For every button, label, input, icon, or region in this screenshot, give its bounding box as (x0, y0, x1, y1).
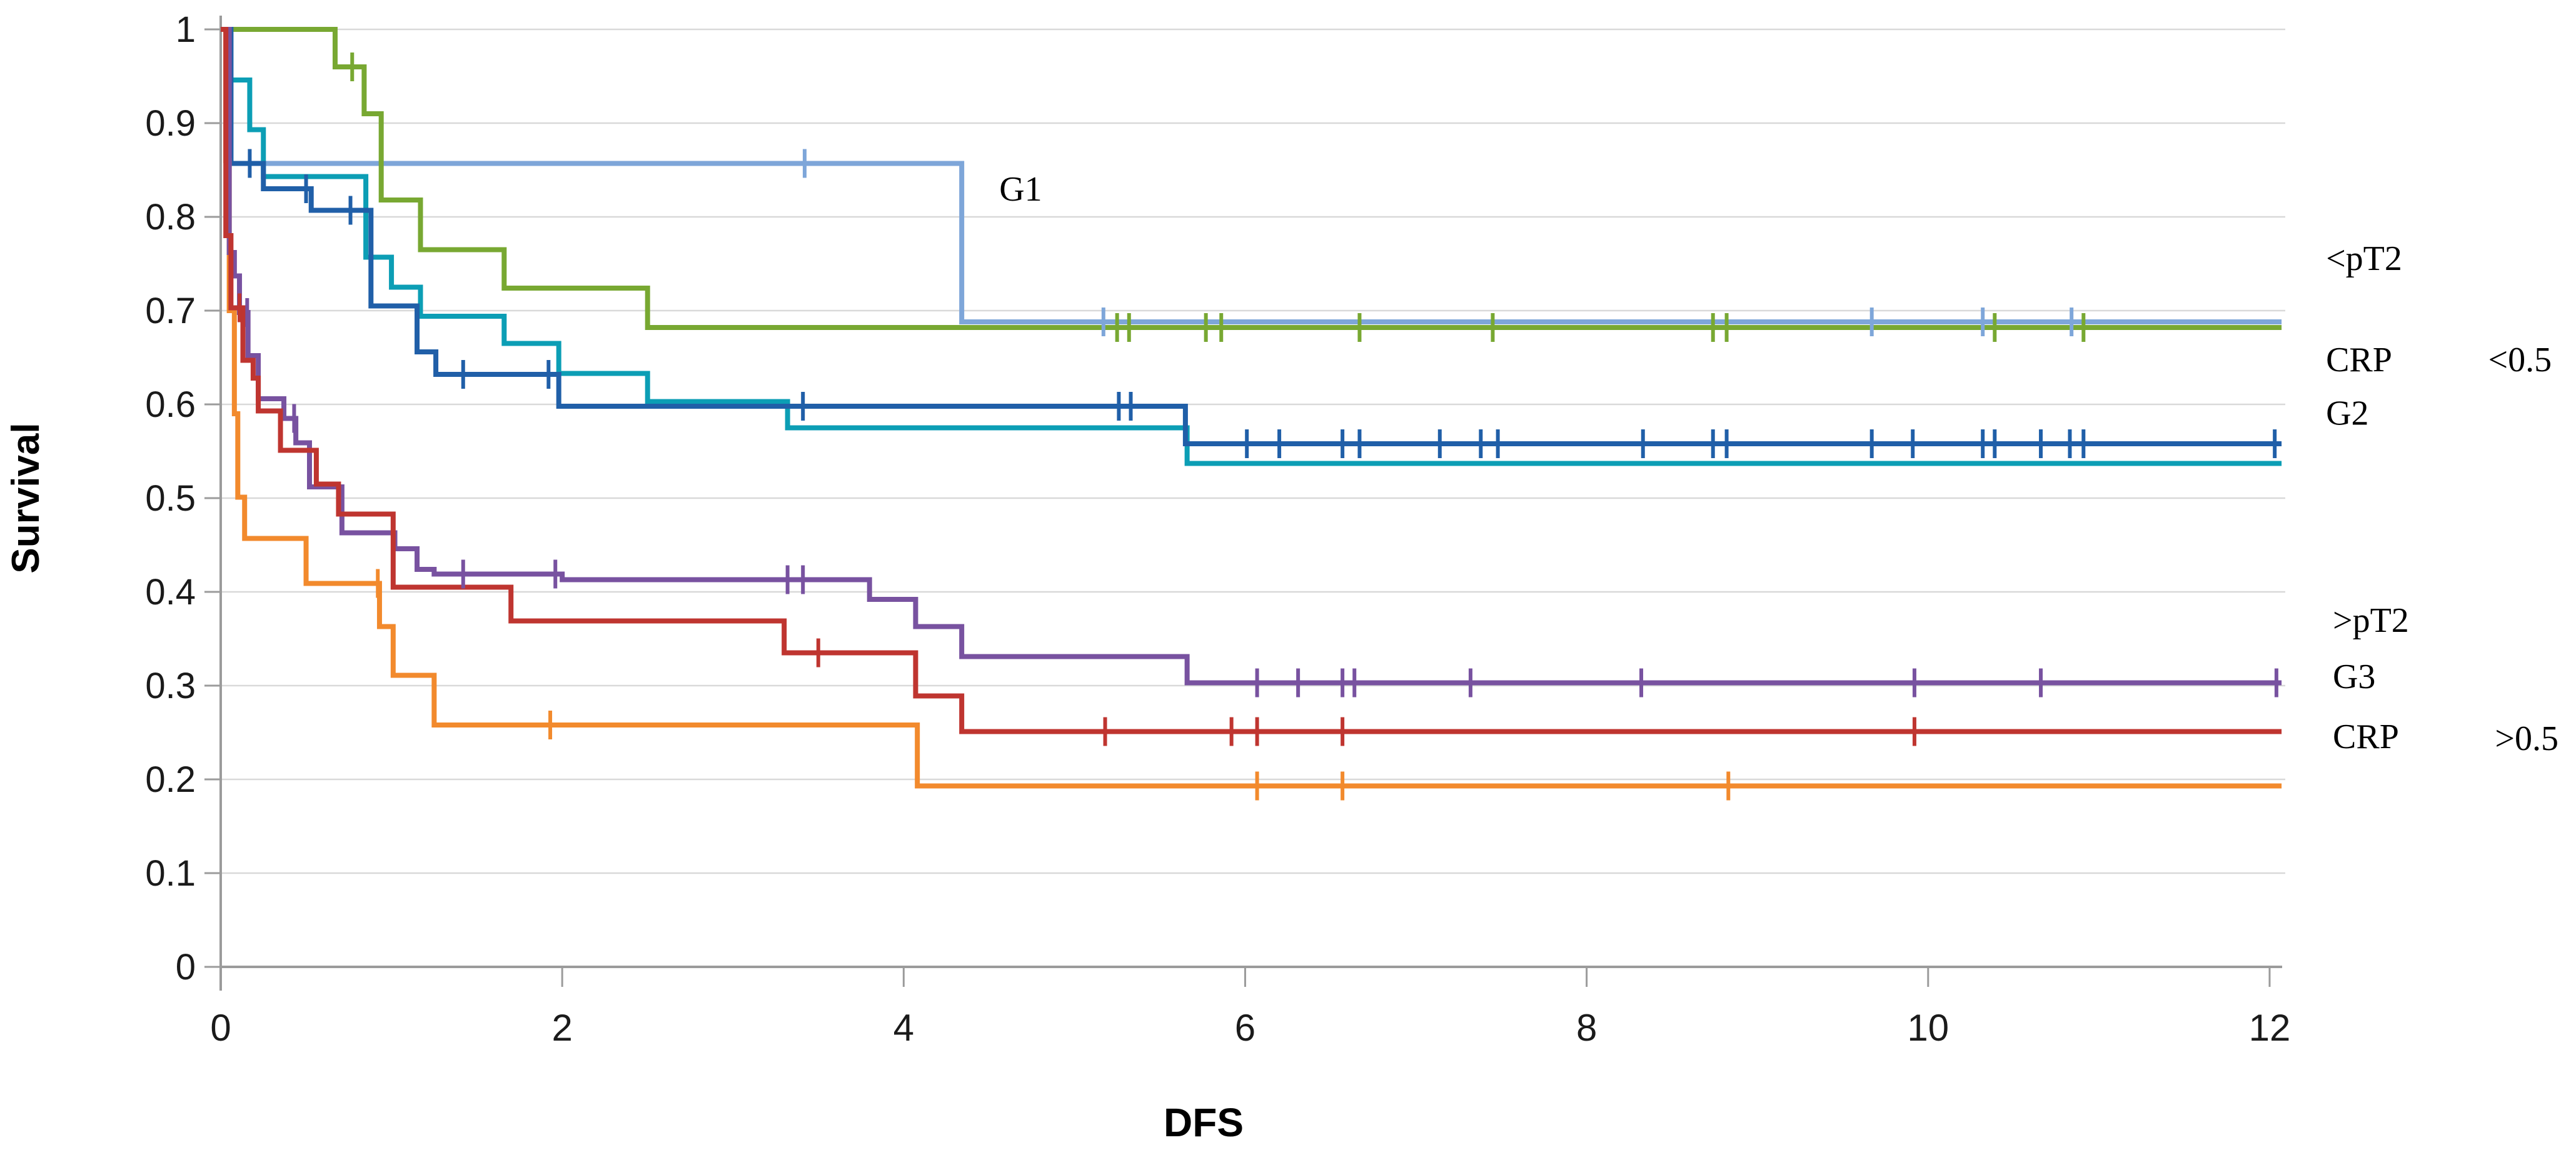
y-tick-label: 0.4 (145, 572, 196, 612)
survival-curve-g1 (221, 27, 2282, 324)
survival-curve-crp-0-5 (221, 27, 2282, 466)
y-tick-label: 0.2 (145, 759, 196, 800)
y-tick-label: 0.9 (145, 103, 196, 144)
x-tick-label: 8 (1576, 1007, 1597, 1049)
y-tick-label: 1 (176, 9, 196, 50)
curve-label--pt2: <pT2 (2326, 239, 2402, 278)
y-tick-label: 0.7 (145, 291, 196, 331)
curve-label--0-5: <0.5 (2488, 341, 2552, 379)
x-tick-label: 0 (210, 1007, 231, 1049)
survival-curve-crp-0-5 (221, 27, 2282, 789)
y-tick-label: 0.5 (145, 478, 196, 519)
survival-curve-g2 (221, 27, 2282, 446)
curve-label-g1: G1 (999, 170, 1042, 209)
gridlines-layer (221, 28, 2285, 874)
x-axis-title: DFS (1164, 1100, 1244, 1145)
y-axis-title: Survival (4, 422, 48, 573)
y-tick-label: 0.3 (145, 666, 196, 706)
survival-curve-g3 (221, 27, 2282, 734)
y-tick-label: 0.1 (145, 853, 196, 894)
x-tick-label: 12 (2249, 1007, 2291, 1049)
survival-curve--pt2 (221, 27, 2282, 686)
x-tick-label: 4 (893, 1007, 914, 1049)
curve-label-g2: G2 (2326, 394, 2368, 433)
x-tick-label: 2 (551, 1007, 572, 1049)
curve-label-crp: CRP (2333, 718, 2399, 756)
curve-label-g3: G3 (2333, 658, 2375, 696)
x-tick-label: 6 (1235, 1007, 1255, 1049)
y-tick-label: 0 (176, 947, 196, 988)
axes-layer: 1 0.9 0.8 0.7 0.6 0.5 0.4 0.3 0.2 0.1 00 2 4 6 8 10 12 (145, 9, 2290, 1049)
curve-label--pt2: >pT2 (2333, 601, 2409, 640)
censor-ticks-layer (238, 52, 2278, 801)
survival-curve--pt2 (221, 27, 2282, 330)
y-tick-label: 0.8 (145, 197, 196, 238)
curve-label-crp: CRP (2326, 341, 2392, 379)
curve-label--0-5: >0.5 (2495, 719, 2558, 758)
survival-curves-layer (221, 27, 2282, 789)
y-tick-label: 0.6 (145, 384, 196, 425)
x-tick-label: 10 (1907, 1007, 1949, 1049)
labels-layer: Survival DFS G1 <pT2 CRP <0.5 G2 >pT2 G3 CRP >0.5 (4, 170, 2558, 1145)
